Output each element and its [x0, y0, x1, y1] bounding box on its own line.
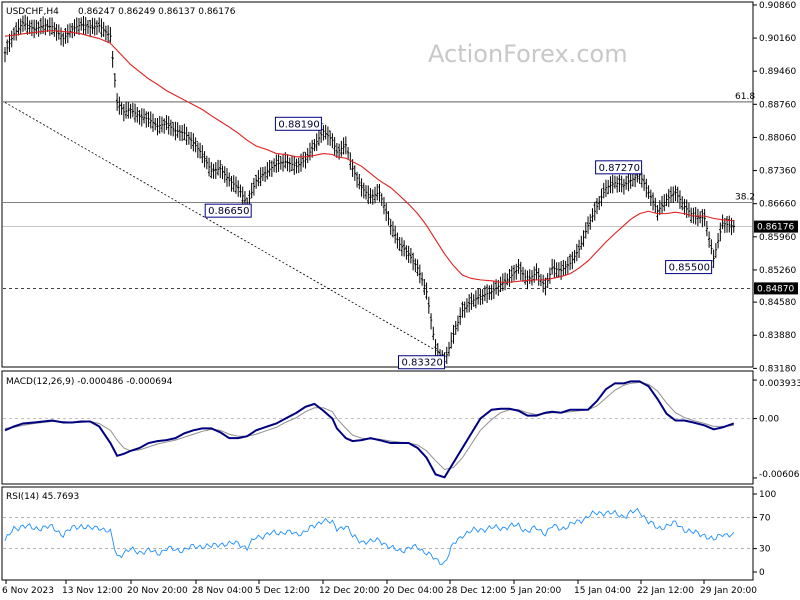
price-axis: 0.90860 0.90160 0.89460 0.88760 0.88060 0.873…: [753, 1, 798, 374]
time-tick-label: 15 Jan 04:00: [574, 586, 631, 596]
annotation-label: 0.86650: [208, 206, 249, 217]
price-tag: 0.84870: [757, 284, 794, 294]
price-tick-label: 0.83880: [759, 331, 796, 341]
annotation-box: [398, 355, 446, 370]
rsi-title: RSI(14) 45.7693: [6, 492, 79, 502]
chart-ohlc: 0.86247 0.86249 0.86137 0.86176: [78, 7, 236, 17]
price-tick-label: 0.90860: [759, 1, 796, 11]
time-tick-label: 22 Jan 12:00: [637, 586, 694, 596]
annotation-box: [665, 260, 713, 275]
annotation-label: 0.87270: [599, 163, 640, 174]
annotation-box: [204, 203, 252, 218]
time-tick-label: 6 Nov 2023: [2, 586, 54, 596]
macd-panel-frame: [1, 370, 754, 485]
time-tick-label: 20 Nov 20:00: [127, 586, 188, 596]
macd-lines: [3, 380, 752, 479]
macd-tick-label: 0.003933: [759, 379, 800, 389]
price-tick-label: 0.83180: [759, 364, 796, 374]
rsi-line: [4, 507, 735, 566]
annotation-box: [274, 116, 322, 131]
price-tag: 0.86176: [757, 223, 794, 233]
time-tick-label: 29 Jan 20:00: [700, 586, 757, 596]
rsi-panel-frame: [1, 486, 754, 581]
price-tick-label: 0.84580: [759, 298, 796, 308]
time-tick-label: 5 Dec 12:00: [255, 586, 310, 596]
time-tick-label: 28 Dec 12:00: [446, 586, 507, 596]
time-axis: 6 Nov 2023 13 Nov 12:00 20 Nov 20:00 28 Nov…: [2, 580, 757, 596]
macd-tick-label: 0.00: [759, 415, 779, 425]
rsi-lines: [3, 507, 752, 566]
rsi-tick-label: 70: [759, 513, 771, 523]
rsi-axis: 100 70 30 0: [753, 490, 776, 578]
fib-label-0: 61.8: [735, 92, 755, 102]
trendline: [4, 102, 450, 359]
time-tick-label: 13 Nov 12:00: [62, 586, 123, 596]
annotation-label: 0.88190: [278, 119, 319, 130]
trendline-line: [4, 102, 450, 359]
time-tick-label: 5 Jan 20:00: [510, 586, 562, 596]
price-tag-bg: [754, 282, 798, 295]
watermark: ActionForex.com: [428, 40, 628, 68]
chart-symbol: USDCHF,H4: [6, 7, 59, 17]
time-tick-label: 12 Dec 20:00: [319, 586, 380, 596]
price-tick-label: 0.89460: [759, 67, 796, 77]
price-tick-label: 0.85960: [759, 233, 796, 243]
rsi-tick-label: 30: [759, 545, 771, 555]
fib-label-1: 38.2: [735, 193, 755, 203]
annotation-box: [595, 160, 643, 175]
price-bars: [3, 14, 735, 368]
price-annotations: 0.88190 0.86650 0.83320 0.87270 0.85500: [204, 116, 714, 370]
sma-line: [4, 29, 734, 283]
macd-axis: 0.003933 0.00 -0.006068: [753, 379, 800, 480]
moving-average: [4, 29, 734, 283]
macd-tick-label: -0.006068: [759, 470, 800, 480]
rsi-tick-label: 100: [759, 490, 776, 500]
price-tick-label: 0.88060: [759, 133, 796, 143]
price-tick-label: 0.85260: [759, 266, 796, 276]
price-tick-label: 0.87360: [759, 167, 796, 177]
macd-title: MACD(12,26,9) -0.000486 -0.000694: [6, 377, 173, 387]
price-tick-label: 0.86660: [759, 200, 796, 210]
price-tick-label: 0.90160: [759, 34, 796, 44]
rsi-tick-label: 0: [759, 568, 765, 578]
time-tick-label: 20 Dec 04:00: [383, 586, 444, 596]
price-tag-bg: [754, 220, 798, 233]
price-tick-label: 0.88760: [759, 100, 796, 110]
macd-main-line: [4, 380, 735, 479]
annotation-label: 0.85500: [669, 263, 710, 274]
time-tick-label: 28 Nov 04:00: [192, 586, 253, 596]
annotation-label: 0.83320: [402, 358, 443, 369]
